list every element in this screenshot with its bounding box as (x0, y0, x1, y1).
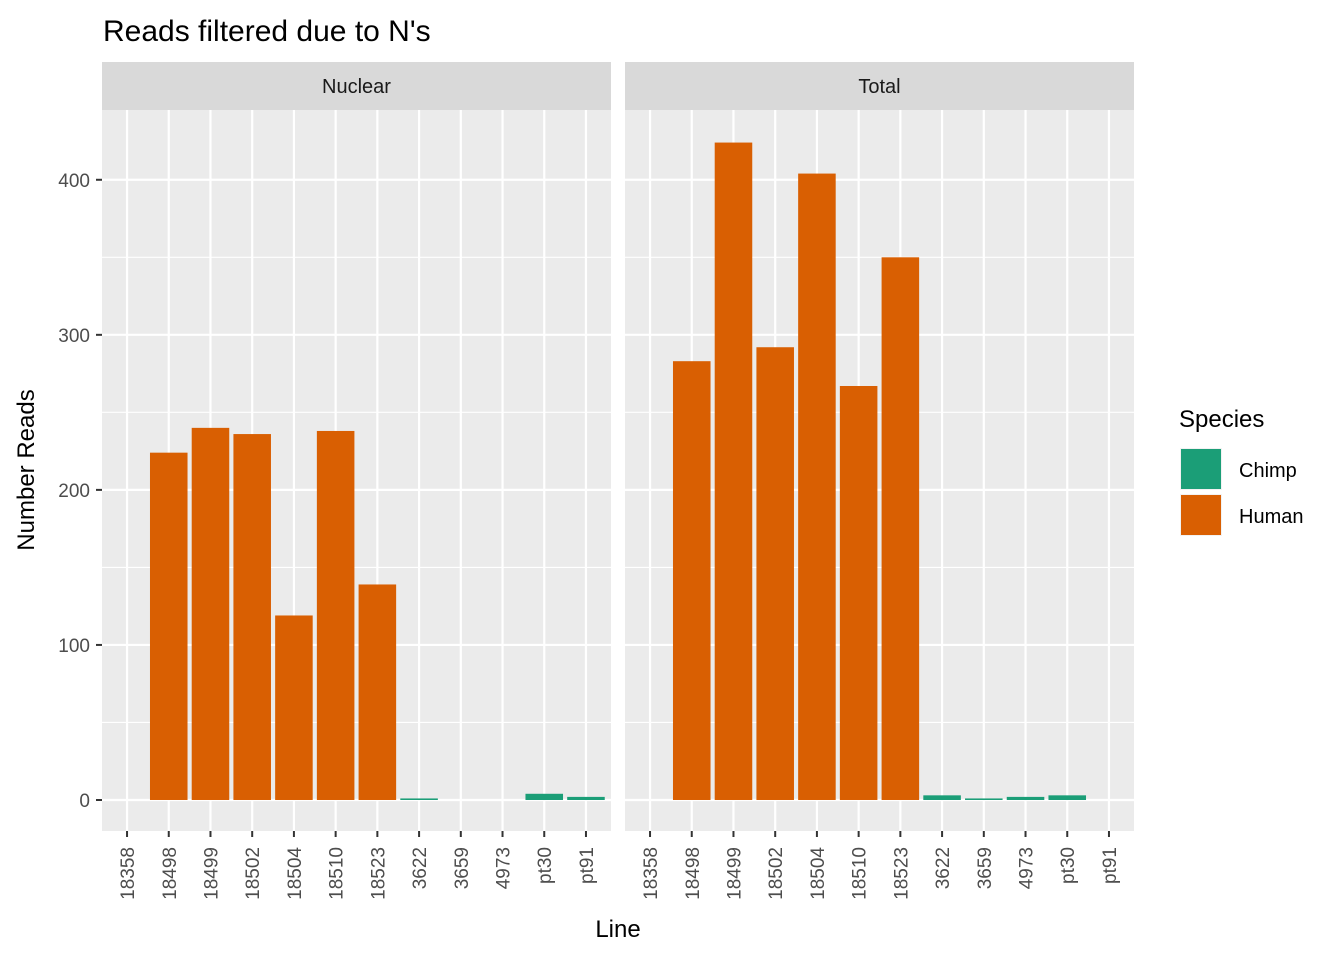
x-tick-label: 4973 (494, 847, 515, 889)
y-tick-label: 200 (58, 481, 90, 502)
bar-total-18499 (714, 142, 753, 800)
facet-panel-total: Total 18358 18498 18499 18502 18504 18510 18523… (625, 62, 1134, 900)
bar-nuclear-18510 (316, 430, 355, 800)
bar-nuclear-18504 (275, 615, 313, 800)
bar-nuclear-3622 (400, 798, 438, 800)
y-tick-label: 300 (58, 326, 90, 347)
facet-panels: Nuclear 18358 18498 18499 18502 18504 18510 185… (58, 62, 1134, 900)
bar-total-18504 (798, 173, 836, 800)
legend-title: Species (1179, 406, 1264, 433)
x-tick-label: 18510 (850, 847, 871, 900)
x-tick-label: 18502 (766, 847, 787, 900)
x-tick-label: 18498 (160, 847, 181, 900)
x-tick-label: pt91 (1100, 847, 1121, 884)
x-tick-label: 18504 (808, 847, 829, 900)
bar-nuclear-pt30 (525, 793, 564, 800)
legend-key-chimp (1181, 449, 1221, 489)
x-tick-label: 18499 (201, 847, 222, 900)
y-tick-label: 100 (58, 636, 90, 657)
chart-title: Reads filtered due to N's (103, 15, 431, 48)
bar-total-4973 (1006, 796, 1045, 800)
x-tick-label: 18523 (368, 847, 389, 900)
x-axis-title: Line (595, 916, 640, 943)
x-tick-label: 18358 (118, 847, 139, 900)
y-axis-title: Number Reads (13, 389, 40, 550)
x-tick-label: pt30 (1058, 847, 1079, 884)
facet-panel-nuclear: Nuclear 18358 18498 18499 18502 18504 18510 185… (58, 62, 611, 900)
x-tick-label: 18499 (724, 847, 745, 900)
x-tick-label: 3659 (975, 847, 996, 889)
x-tick-label: 18498 (683, 847, 704, 900)
x-tick-label: 4973 (1017, 847, 1038, 889)
legend-label-chimp: Chimp (1239, 460, 1297, 482)
facet-strip-label: Total (858, 76, 900, 98)
x-tick-label: 18504 (285, 847, 306, 900)
x-tick-label: pt30 (535, 847, 556, 884)
x-tick-label: pt91 (577, 847, 598, 884)
bar-nuclear-18498 (149, 452, 188, 800)
facet-strip (102, 62, 611, 110)
x-tick-label: 18358 (641, 847, 662, 900)
x-tick-label: 3659 (452, 847, 473, 889)
bar-total-18502 (756, 347, 794, 800)
x-tick-label: 3622 (410, 847, 431, 889)
y-tick-label: 0 (79, 791, 90, 812)
bar-total-18510 (839, 385, 878, 800)
bar-total-18498 (672, 361, 711, 800)
bar-total-3622 (923, 795, 961, 800)
bar-nuclear-18523 (358, 584, 397, 800)
bar-nuclear-18502 (233, 434, 271, 800)
x-tick-label: 18510 (327, 847, 348, 900)
facet-strip (625, 62, 1134, 110)
bar-nuclear-18499 (191, 427, 230, 800)
legend: Species Chimp Human (1179, 406, 1303, 536)
x-tick-label: 18502 (243, 847, 264, 900)
facet-strip-label: Nuclear (322, 76, 391, 98)
bar-total-3659 (965, 798, 1003, 800)
legend-label-human: Human (1239, 506, 1303, 528)
y-tick-label: 400 (58, 171, 90, 192)
x-tick-label: 3622 (933, 847, 954, 889)
bar-total-pt30 (1048, 795, 1087, 800)
bar-nuclear-pt91 (567, 796, 605, 800)
legend-key-human (1181, 495, 1221, 535)
x-tick-label: 18523 (891, 847, 912, 900)
bar-total-18523 (881, 257, 920, 800)
